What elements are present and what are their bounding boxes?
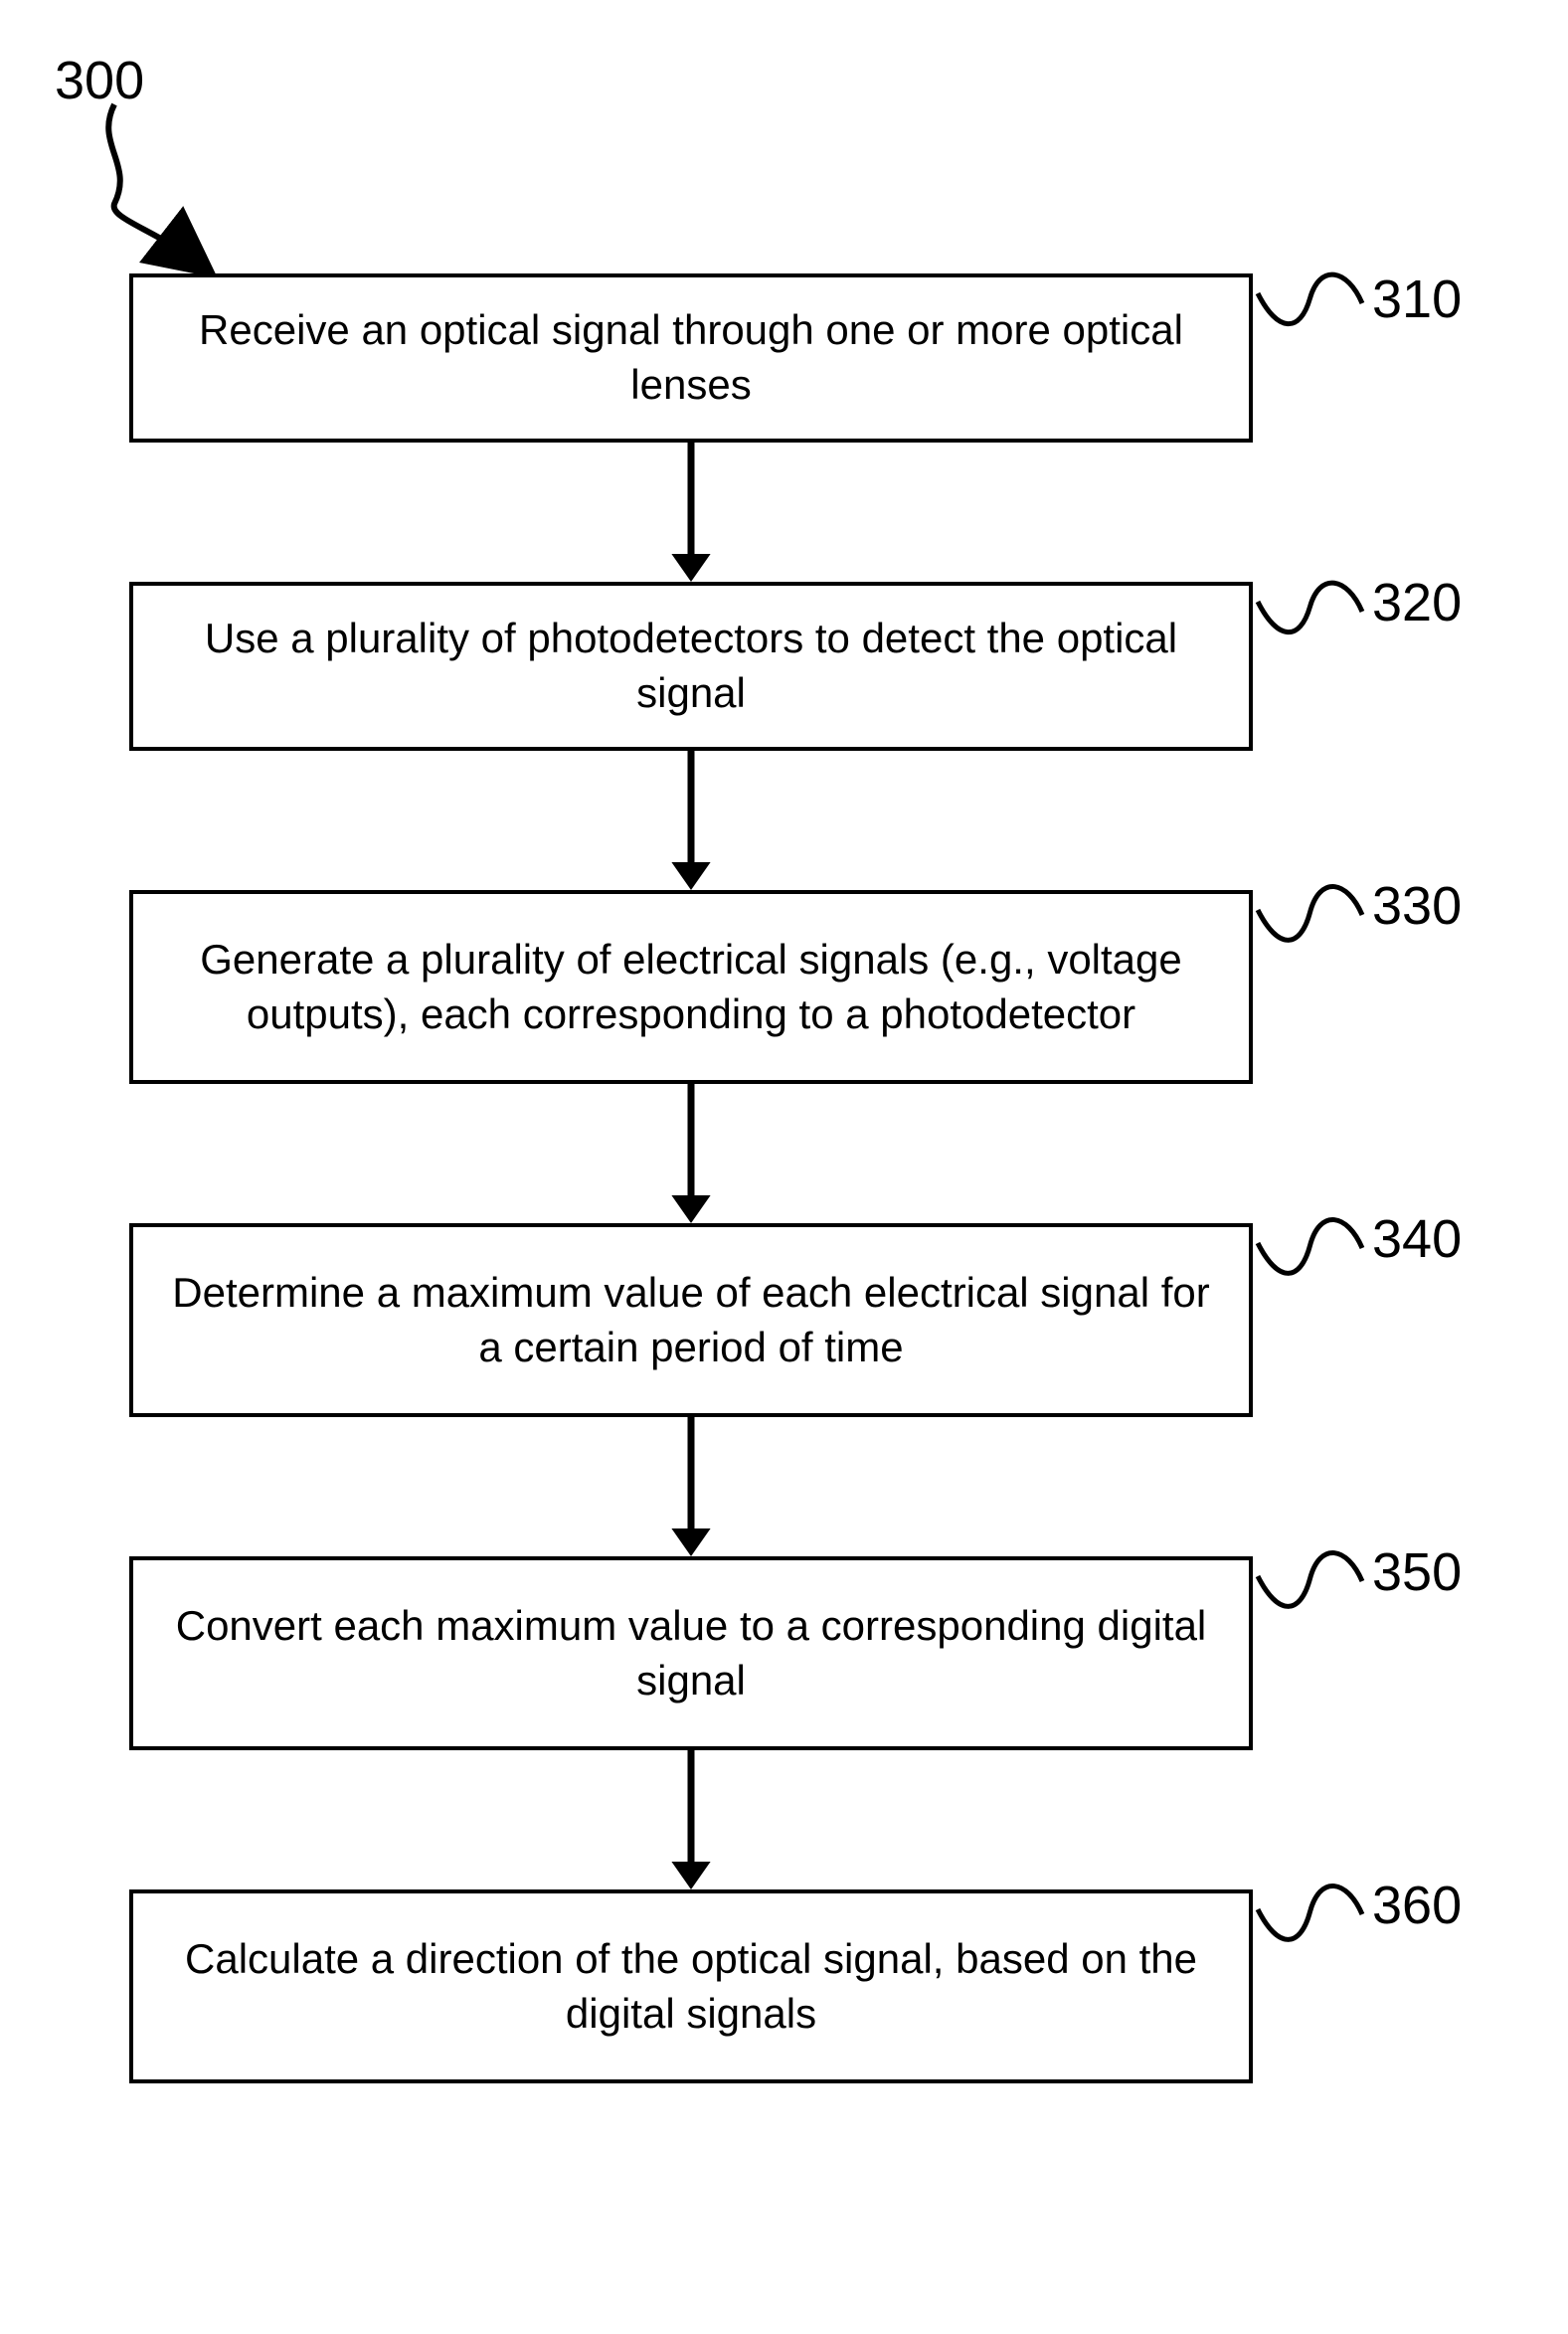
flow-arrow-down-icon <box>651 1084 731 1227</box>
flow-arrow-down-icon <box>651 1417 731 1560</box>
flowchart-step-text: Generate a plurality of electrical signa… <box>163 933 1219 1041</box>
flowchart-step-box: Determine a maximum value of each electr… <box>129 1223 1253 1417</box>
flowchart-step-box: Receive an optical signal through one or… <box>129 273 1253 443</box>
flow-arrow-down-icon <box>651 1750 731 1893</box>
flowchart-step-text: Determine a maximum value of each electr… <box>163 1266 1219 1374</box>
flowchart-step-text: Convert each maximum value to a correspo… <box>163 1599 1219 1707</box>
reference-swoosh-icon <box>1238 1870 1402 1964</box>
reference-swoosh-icon <box>1238 1536 1402 1631</box>
flowchart-step-box: Convert each maximum value to a correspo… <box>129 1556 1253 1750</box>
flow-arrow-down-icon <box>651 751 731 894</box>
reference-swoosh-icon <box>1238 870 1402 965</box>
flowchart-step-text: Receive an optical signal through one or… <box>163 303 1219 412</box>
flow-arrow-down-icon <box>651 443 731 586</box>
reference-swoosh-icon <box>1238 562 1402 661</box>
flowchart-step-text: Use a plurality of photodetectors to det… <box>163 612 1219 720</box>
reference-swoosh-icon <box>1238 1203 1402 1298</box>
flowchart-step-box: Calculate a direction of the optical sig… <box>129 1889 1253 2083</box>
flowchart-container: 300 Receive an optical signal through on… <box>0 0 1568 2334</box>
figure-number-arrow <box>60 90 308 288</box>
reference-swoosh-icon <box>1238 254 1402 353</box>
flowchart-step-text: Calculate a direction of the optical sig… <box>163 1932 1219 2041</box>
flowchart-step-box: Use a plurality of photodetectors to det… <box>129 582 1253 751</box>
flowchart-step-box: Generate a plurality of electrical signa… <box>129 890 1253 1084</box>
